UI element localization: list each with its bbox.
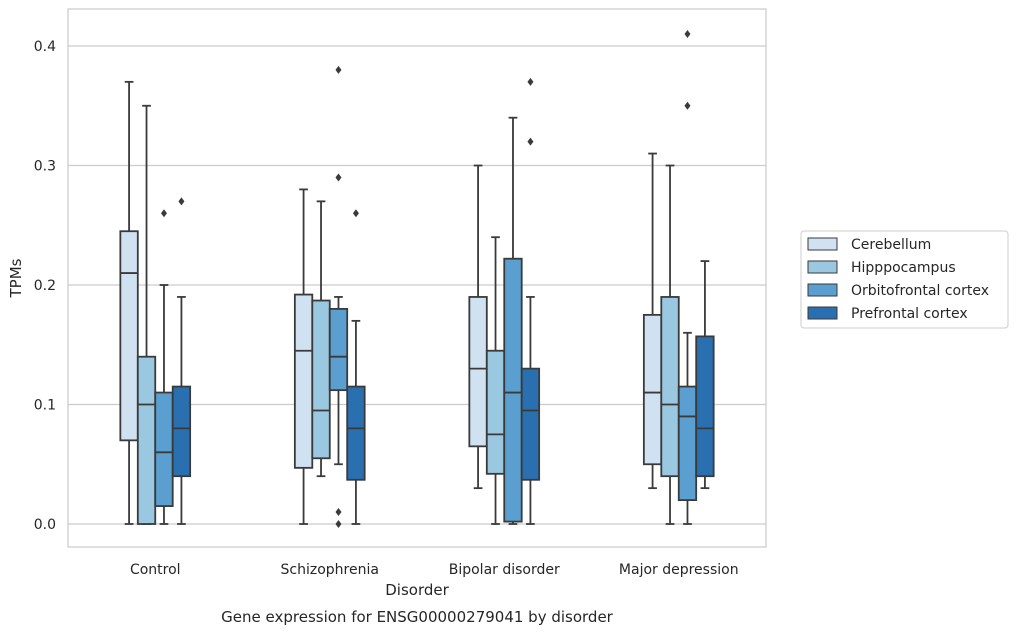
outlier-point <box>684 30 691 39</box>
iqr-box <box>154 391 174 507</box>
legend: Cerebellum Hipppocampus Orbitofrontal cort… <box>800 230 1009 329</box>
plot-frame <box>67 8 767 548</box>
outlier-point <box>160 209 167 218</box>
box-1-2 <box>136 104 157 525</box>
box-1-4 <box>171 197 192 525</box>
iqr-box <box>468 296 488 448</box>
x-axis-label: Disorder <box>385 581 449 599</box>
iqr-box <box>485 349 506 475</box>
outlier-point <box>684 101 691 110</box>
box-4-2 <box>660 164 680 525</box>
box-4-1 <box>642 152 663 490</box>
iqr-box <box>503 257 523 523</box>
outlier-point <box>335 173 342 182</box>
box-2-2 <box>311 200 331 478</box>
outlier-point <box>527 137 534 146</box>
iqr-box <box>695 335 715 478</box>
plot-area <box>119 30 715 528</box>
x-tick-label: Schizophrenia <box>281 562 379 578</box>
x-tick-label: Major depression <box>619 562 739 578</box>
iqr-box <box>293 293 314 469</box>
y-tick-label: 0.4 <box>34 39 56 55</box>
y-tick-label: 0.0 <box>34 517 56 533</box>
outlier-point <box>178 197 185 206</box>
outlier-point <box>352 209 359 218</box>
legend-label: Cerebellum <box>851 237 931 253</box>
box-2-4 <box>346 209 366 525</box>
legend-swatch <box>807 237 838 251</box>
outlier-point <box>527 77 534 86</box>
outlier-point <box>335 65 342 74</box>
y-axis-ticks: 0.0 0.1 0.2 0.3 0.4 <box>34 39 56 533</box>
y-tick-label: 0.3 <box>34 159 56 175</box>
iqr-box <box>311 299 331 460</box>
legend-swatch <box>807 283 838 297</box>
legend-label: Hipppocampus <box>851 260 956 276</box>
legend-box <box>800 230 1009 329</box>
iqr-box <box>136 355 157 525</box>
box-3-1 <box>468 164 488 490</box>
legend-swatch <box>807 306 838 320</box>
box-3-2 <box>485 236 506 525</box>
box-4-4 <box>695 260 715 490</box>
box-2-3 <box>328 65 349 528</box>
y-axis-label: TPMs <box>7 258 25 298</box>
box-1-1 <box>119 80 139 525</box>
iqr-box <box>660 296 680 478</box>
iqr-box <box>328 307 349 392</box>
iqr-box <box>346 385 366 481</box>
y-tick-label: 0.2 <box>34 278 56 294</box>
box-1-3 <box>154 209 174 525</box>
iqr-box <box>171 385 192 478</box>
legend-swatch <box>807 260 838 274</box>
x-tick-label: Control <box>130 562 181 578</box>
x-axis-ticks: Control Schizophrenia Bipolar disorder Majo… <box>130 562 739 578</box>
box-3-3 <box>503 116 523 525</box>
iqr-box <box>119 230 139 442</box>
iqr-box <box>520 367 541 481</box>
x-tick-label: Bipolar disorder <box>449 562 560 578</box>
y-tick-label: 0.1 <box>34 398 56 414</box>
iqr-box <box>677 385 698 502</box>
legend-label: Orbitofrontal cortex <box>851 283 989 299</box>
chart-caption: Gene expression for ENSG00000279041 by d… <box>221 608 614 626</box>
iqr-box <box>642 313 663 466</box>
box-4-3 <box>677 30 698 525</box>
outlier-point <box>335 520 342 528</box>
outlier-point <box>335 508 342 517</box>
box-3-4 <box>520 77 541 525</box>
box-2-1 <box>293 188 314 525</box>
legend-label: Prefrontal cortex <box>851 306 968 322</box>
